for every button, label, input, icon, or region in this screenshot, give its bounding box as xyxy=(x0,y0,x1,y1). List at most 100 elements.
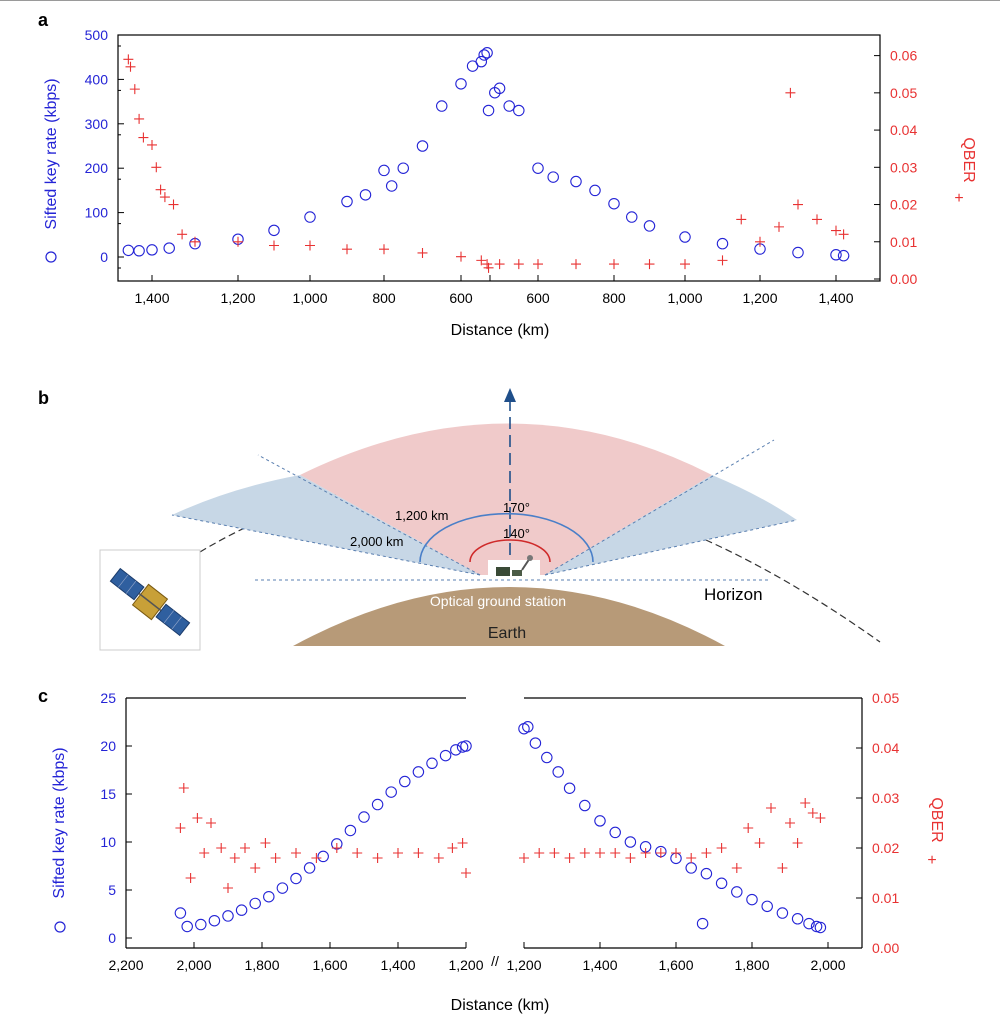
data-point-circle xyxy=(547,171,559,183)
data-point-plus xyxy=(812,214,822,225)
data-point-plus xyxy=(640,848,651,858)
data-point-plus xyxy=(534,848,545,858)
panel-a-marks xyxy=(122,47,850,273)
data-point-plus xyxy=(229,853,240,863)
panel-c-legend-circle-icon xyxy=(54,921,66,933)
panel-b-label: b xyxy=(38,388,49,408)
x-tick-label: 1,400 xyxy=(134,290,169,306)
data-point-circle xyxy=(416,140,429,152)
y-tick-label-right: 0.05 xyxy=(872,690,899,706)
data-point-circle xyxy=(455,78,467,90)
data-point-plus xyxy=(793,199,803,210)
data-point-plus xyxy=(433,853,444,863)
data-point-circle xyxy=(385,786,397,798)
data-point-plus xyxy=(731,863,742,873)
data-point-circle xyxy=(475,55,488,68)
data-point-circle xyxy=(522,721,534,733)
x-tick-label: 600 xyxy=(526,290,550,306)
data-point-circle xyxy=(570,175,582,188)
data-point-plus xyxy=(216,843,227,853)
data-point-plus xyxy=(671,848,681,858)
angle-140-arc xyxy=(469,539,551,563)
x-tick-label: 1,400 xyxy=(582,957,617,973)
data-point-circle xyxy=(529,737,542,749)
y-tick-label-left: 400 xyxy=(85,71,109,87)
y-tick-label-left: 100 xyxy=(85,205,109,221)
data-point-circle xyxy=(541,751,553,764)
y-tick-label-left: 10 xyxy=(100,834,116,850)
data-point-plus xyxy=(379,244,389,255)
data-point-circle xyxy=(696,917,709,930)
data-point-circle xyxy=(439,749,452,762)
data-point-circle xyxy=(359,189,372,201)
data-point-plus xyxy=(595,848,605,858)
x-tick-label: 800 xyxy=(602,290,626,306)
data-point-plus xyxy=(147,139,157,150)
label-170-deg: 170° xyxy=(503,500,530,515)
data-point-plus xyxy=(199,848,210,858)
earth-shape xyxy=(293,587,725,646)
ray-left-lower xyxy=(171,514,481,576)
data-point-plus xyxy=(352,848,363,858)
data-point-plus xyxy=(269,240,279,251)
data-point-plus xyxy=(178,783,189,793)
data-point-plus xyxy=(774,221,784,232)
data-point-plus xyxy=(413,848,424,858)
horizon-label: Horizon xyxy=(704,585,763,604)
data-point-circle xyxy=(731,886,743,898)
angle-170-arc xyxy=(419,512,594,563)
data-point-circle xyxy=(146,244,158,256)
data-point-circle xyxy=(133,245,145,257)
y-tick-label-left: 0 xyxy=(108,930,116,946)
data-point-circle xyxy=(716,237,729,250)
data-point-plus xyxy=(190,236,200,247)
data-point-plus xyxy=(519,853,529,863)
data-point-plus xyxy=(736,214,747,225)
panel-c-xlabel: Distance (km) xyxy=(451,997,550,1014)
data-point-circle xyxy=(776,907,789,919)
data-point-plus xyxy=(447,843,458,853)
data-point-circle xyxy=(830,249,842,261)
y-tick-label-right: 0.03 xyxy=(872,790,899,806)
data-point-plus xyxy=(185,873,196,883)
data-point-plus xyxy=(701,848,712,858)
data-point-plus xyxy=(785,818,795,828)
data-point-plus xyxy=(680,259,690,270)
data-point-plus xyxy=(291,848,301,858)
data-point-plus xyxy=(777,863,788,873)
data-point-circle xyxy=(341,195,353,208)
x-tick-label: 1,000 xyxy=(292,290,327,306)
label-1200-km: 1,200 km xyxy=(395,508,448,523)
data-point-circle xyxy=(399,775,411,788)
data-point-circle xyxy=(195,918,207,931)
data-point-plus xyxy=(815,813,826,823)
data-point-circle xyxy=(181,920,193,933)
x-tick-label: 1,600 xyxy=(658,957,693,973)
data-point-circle xyxy=(624,836,637,848)
data-point-plus xyxy=(175,823,186,833)
data-point-circle xyxy=(435,100,448,112)
x-tick-label: 2,000 xyxy=(810,957,845,973)
data-point-circle xyxy=(412,766,425,778)
y-tick-label-left: 500 xyxy=(85,27,109,43)
data-point-plus xyxy=(476,255,487,266)
data-point-circle xyxy=(552,766,564,778)
data-point-plus xyxy=(192,813,203,823)
x-tick-label: 1,200 xyxy=(742,290,777,306)
data-point-circle xyxy=(222,910,234,922)
axis-break-mark: // xyxy=(491,953,499,969)
y-tick-label-right: 0.04 xyxy=(872,740,899,756)
data-point-plus xyxy=(571,259,581,270)
data-point-plus xyxy=(206,818,216,828)
data-point-circle xyxy=(761,900,773,913)
data-point-plus xyxy=(831,225,841,236)
y-tick-label-right: 0.04 xyxy=(890,122,917,138)
data-point-circle xyxy=(208,914,221,927)
data-point-plus xyxy=(644,259,655,270)
data-point-circle xyxy=(700,867,713,880)
y-tick-label-right: 0.02 xyxy=(890,197,917,213)
data-point-circle xyxy=(589,184,601,197)
panel-a-left-axis: 0 100 200 300 400 500 xyxy=(85,27,124,269)
label-2000-km: 2,000 km xyxy=(350,534,403,549)
ray-left-upper xyxy=(257,454,481,576)
